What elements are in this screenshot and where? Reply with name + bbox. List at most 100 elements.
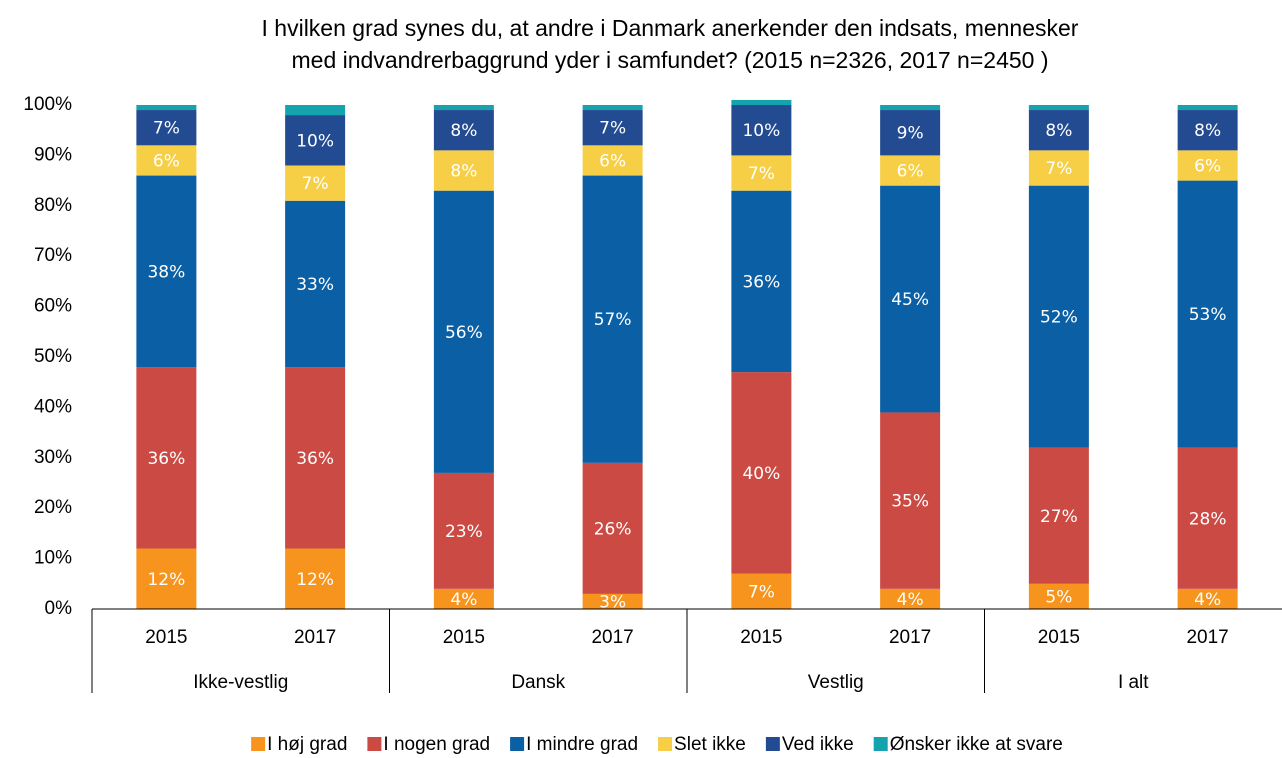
- bar-segment: [880, 588, 941, 609]
- legend-label: I nogen grad: [383, 734, 490, 755]
- bar-segment: [136, 175, 197, 368]
- chart-title: med indvandrerbaggrund yder i samfundet?…: [292, 47, 1049, 73]
- data-label: 52%: [1040, 308, 1078, 328]
- data-label: 12%: [296, 570, 334, 590]
- x-tick-label: 2017: [591, 627, 633, 648]
- bar-segment: [731, 190, 792, 373]
- data-label: 27%: [1040, 507, 1078, 527]
- bar-segment: [285, 367, 346, 549]
- bar-segment: [433, 105, 494, 111]
- bar-segment: [285, 165, 346, 201]
- y-tick-label: 90%: [34, 144, 72, 165]
- bar-segment: [880, 110, 941, 156]
- data-label: 4%: [897, 590, 924, 610]
- data-label: 35%: [891, 492, 929, 512]
- data-label: 8%: [1045, 121, 1072, 141]
- bar-segment: [1028, 150, 1089, 186]
- bar-segment: [136, 145, 197, 176]
- bar-segment: [582, 145, 643, 176]
- data-label: 12%: [147, 570, 185, 590]
- data-label: 5%: [1045, 587, 1072, 607]
- data-label: 8%: [450, 121, 477, 141]
- y-tick-label: 50%: [34, 346, 72, 367]
- bar-segment: [880, 185, 941, 413]
- y-tick-label: 80%: [34, 195, 72, 216]
- bar-segment: [285, 548, 346, 609]
- bar-segment: [880, 155, 941, 186]
- data-label: 7%: [748, 164, 775, 184]
- bar-segment: [433, 190, 494, 473]
- data-label: 9%: [897, 124, 924, 144]
- data-label: 8%: [1194, 121, 1221, 141]
- bar-segment: [880, 105, 941, 111]
- legend-swatch: [251, 737, 266, 751]
- bar-segment: [285, 105, 346, 116]
- group-label: Dansk: [511, 672, 565, 693]
- data-label: 8%: [450, 162, 477, 182]
- y-tick-label: 70%: [34, 245, 72, 266]
- legend-label: I høj grad: [267, 734, 347, 755]
- data-label: 36%: [296, 449, 334, 469]
- y-tick-label: 30%: [34, 447, 72, 468]
- data-label: 6%: [1194, 156, 1221, 176]
- y-tick-label: 60%: [34, 296, 72, 317]
- chart-title: I hvilken grad synes du, at andre i Danm…: [262, 15, 1079, 41]
- x-tick-label: 2017: [1186, 627, 1228, 648]
- data-label: 6%: [897, 162, 924, 182]
- bar-segment: [285, 200, 346, 368]
- bar-segment: [136, 367, 197, 549]
- y-tick-label: 0%: [45, 598, 73, 619]
- data-label: 33%: [296, 275, 334, 295]
- bar-segment: [136, 105, 197, 111]
- legend-label: I mindre grad: [526, 734, 638, 755]
- bar-segment: [433, 472, 494, 589]
- data-label: 23%: [445, 522, 483, 542]
- bar-segment: [1028, 583, 1089, 609]
- legend-label: Slet ikke: [674, 734, 746, 755]
- bar-segment: [731, 372, 792, 574]
- bar-segment: [433, 110, 494, 151]
- bar-segment: [582, 175, 643, 463]
- data-label: 3%: [599, 592, 626, 612]
- data-label: 40%: [742, 464, 780, 484]
- bar-segment: [1028, 110, 1089, 151]
- bar-segment: [1177, 110, 1238, 151]
- bar-segment: [433, 588, 494, 609]
- y-tick-label: 20%: [34, 497, 72, 518]
- x-tick-label: 2017: [889, 627, 931, 648]
- bar-segment: [731, 573, 792, 609]
- bar-segment: [731, 99, 792, 105]
- x-tick-label: 2015: [145, 627, 187, 648]
- data-label: 56%: [445, 323, 483, 343]
- data-label: 45%: [891, 290, 929, 310]
- data-label: 7%: [153, 119, 180, 139]
- bar-segment: [880, 412, 941, 589]
- data-label: 10%: [742, 121, 780, 141]
- data-label: 36%: [742, 272, 780, 292]
- data-label: 36%: [147, 449, 185, 469]
- bar-segment: [582, 110, 643, 146]
- data-label: 4%: [450, 590, 477, 610]
- bar-segment: [731, 155, 792, 191]
- legend-label: Ønsker ikke at svare: [890, 734, 1063, 755]
- bar-segment: [1028, 105, 1089, 111]
- legend-swatch: [873, 737, 888, 751]
- bar-segment: [1177, 588, 1238, 609]
- bar-segment: [1177, 447, 1238, 589]
- data-label: 10%: [296, 131, 334, 151]
- bar-segment: [433, 150, 494, 191]
- y-tick-label: 40%: [34, 396, 72, 417]
- data-label: 26%: [594, 519, 632, 539]
- legend-swatch: [510, 737, 525, 751]
- data-label: 38%: [147, 262, 185, 282]
- bar-segment: [582, 593, 643, 609]
- bar-segment: [136, 110, 197, 146]
- legend-swatch: [367, 737, 382, 751]
- data-label: 6%: [599, 151, 626, 171]
- bar-segment: [582, 105, 643, 111]
- legend-swatch: [765, 737, 780, 751]
- y-tick-label: 10%: [34, 548, 72, 569]
- bar-segment: [731, 105, 792, 156]
- x-tick-label: 2015: [740, 627, 782, 648]
- x-tick-label: 2015: [443, 627, 485, 648]
